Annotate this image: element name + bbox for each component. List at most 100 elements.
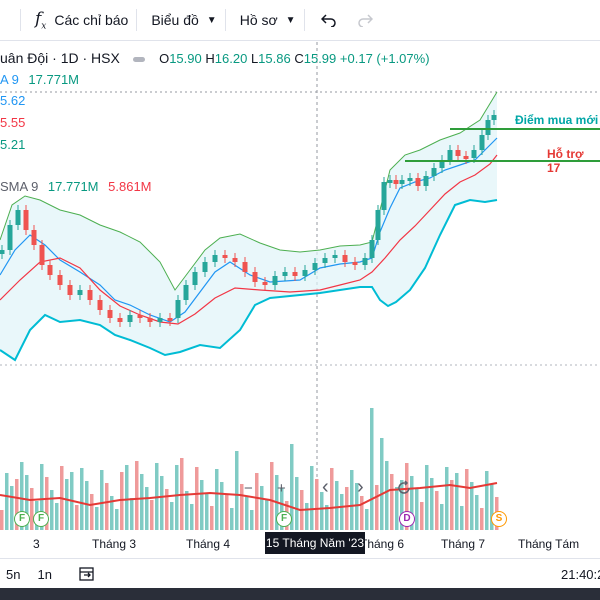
time-axis-label: Tháng Tám <box>518 537 580 551</box>
volume-bar <box>105 483 109 530</box>
indicator-legend-volume[interactable]: A 9 17.771M <box>0 72 79 87</box>
reset-icon[interactable] <box>396 480 412 496</box>
candle-body <box>431 168 437 176</box>
time-axis-label: 3 <box>33 537 40 551</box>
price-chart[interactable] <box>0 41 600 558</box>
indicator-name: A 9 <box>0 72 19 87</box>
profile-menu-button[interactable]: Hồ sơ ▼ <box>226 0 304 40</box>
volume-bar <box>130 498 134 530</box>
toolbar-divider <box>303 9 305 31</box>
buy-point-annotation[interactable]: Điểm mua mới <box>515 113 599 127</box>
volume-bar <box>5 473 9 530</box>
candle-body <box>272 276 278 285</box>
volume-bar <box>175 465 179 530</box>
volume-bar <box>465 469 469 530</box>
indicators-label: Các chỉ báo <box>54 12 129 28</box>
volume-bar <box>255 473 259 530</box>
volume-bar <box>190 504 194 530</box>
range-5n-button[interactable]: 5n <box>6 566 21 582</box>
chart-overlays <box>405 128 600 162</box>
candle-body <box>282 272 288 276</box>
bottom-strip <box>0 588 600 600</box>
redo-button[interactable] <box>345 0 381 40</box>
volume-bar <box>30 488 34 530</box>
candle-body <box>222 255 228 258</box>
indicators-button[interactable]: fx Các chỉ báo <box>21 0 136 40</box>
volume-bar <box>395 487 399 530</box>
candle-body <box>97 300 103 310</box>
volume-bar <box>280 488 284 530</box>
candle-body <box>107 310 113 318</box>
range-1n-button[interactable]: 1n <box>37 566 52 582</box>
candle-body <box>332 255 338 258</box>
date-range-icon[interactable] <box>78 566 96 582</box>
chevron-down-icon: ▼ <box>285 14 296 26</box>
volume-bar <box>100 470 104 530</box>
volume-bar <box>475 495 479 530</box>
earnings-marker[interactable]: F <box>33 511 49 527</box>
zoom-in-button[interactable]: + <box>277 480 286 497</box>
chart-grid <box>0 42 600 530</box>
volume-bar <box>470 482 474 530</box>
candle-body <box>67 285 73 295</box>
volume-bar <box>150 500 154 530</box>
volume-bar <box>320 492 324 530</box>
bollinger-upper-line <box>0 91 498 291</box>
candle-body <box>455 150 461 156</box>
volume-bar <box>165 489 169 530</box>
volume-bar <box>115 509 119 530</box>
volume-bar <box>260 486 264 530</box>
candle-body <box>479 135 485 150</box>
candle-body <box>167 318 173 321</box>
volume-sma-value-2: 5.861M <box>108 179 152 194</box>
volume-bar <box>140 474 144 530</box>
zoom-out-button[interactable]: − <box>244 480 253 497</box>
volume-bar <box>290 444 294 530</box>
scroll-left-button[interactable]: ‹ <box>322 476 329 498</box>
volume-bar <box>75 505 79 530</box>
candle-body <box>175 300 181 318</box>
volume-bar <box>160 476 164 530</box>
dividend-marker[interactable]: D <box>399 511 415 527</box>
volume-bars <box>0 408 499 530</box>
candle-body <box>252 272 258 282</box>
low-value: 15.86 <box>258 51 291 66</box>
earnings-marker[interactable]: F <box>276 511 292 527</box>
volume-bar <box>435 491 439 530</box>
volume-sma-legend[interactable]: SMA 9 17.771M 5.861M <box>0 179 152 194</box>
chart-menu-button[interactable]: Biểu đồ ▼ <box>137 0 224 40</box>
support-annotation[interactable]: Hỗ trợ 17 <box>547 147 584 175</box>
split-marker[interactable]: S <box>491 511 507 527</box>
volume-bar <box>345 487 349 530</box>
volume-sma-name: SMA 9 <box>0 179 39 194</box>
volume-bar <box>185 491 189 530</box>
legend-collapse-icon[interactable] <box>133 57 146 63</box>
scroll-right-button[interactable]: › <box>357 476 364 498</box>
volume-bar <box>375 485 379 530</box>
volume-bar <box>480 508 484 530</box>
time-axis-label: Tháng 3 <box>92 537 137 551</box>
symbol-legend[interactable]: uân Đội · 1D · HSX O15.90 H16.20 L15.86 … <box>0 50 430 66</box>
volume-bar <box>315 479 319 530</box>
volume-bar <box>0 510 4 530</box>
candle-body <box>463 156 469 159</box>
earnings-marker[interactable]: F <box>14 511 30 527</box>
chart-menu-label: Biểu đồ <box>151 12 199 28</box>
volume-bar <box>415 489 419 530</box>
volume-bar <box>95 507 99 530</box>
candle-body <box>447 150 453 160</box>
time-axis-label: Tháng 6 <box>360 537 405 551</box>
undo-button[interactable] <box>305 0 345 40</box>
volume-bar <box>235 451 239 530</box>
volume-bar <box>10 486 14 530</box>
candle-body <box>117 318 123 322</box>
volume-bar <box>310 466 314 530</box>
candlesticks <box>0 110 497 327</box>
close-key: C <box>294 51 304 66</box>
candle-body <box>381 182 387 210</box>
volume-bar <box>385 461 389 530</box>
candle-body <box>212 255 218 262</box>
candle-body <box>393 180 399 184</box>
volume-bar <box>220 482 224 530</box>
volume-bar <box>295 477 299 530</box>
